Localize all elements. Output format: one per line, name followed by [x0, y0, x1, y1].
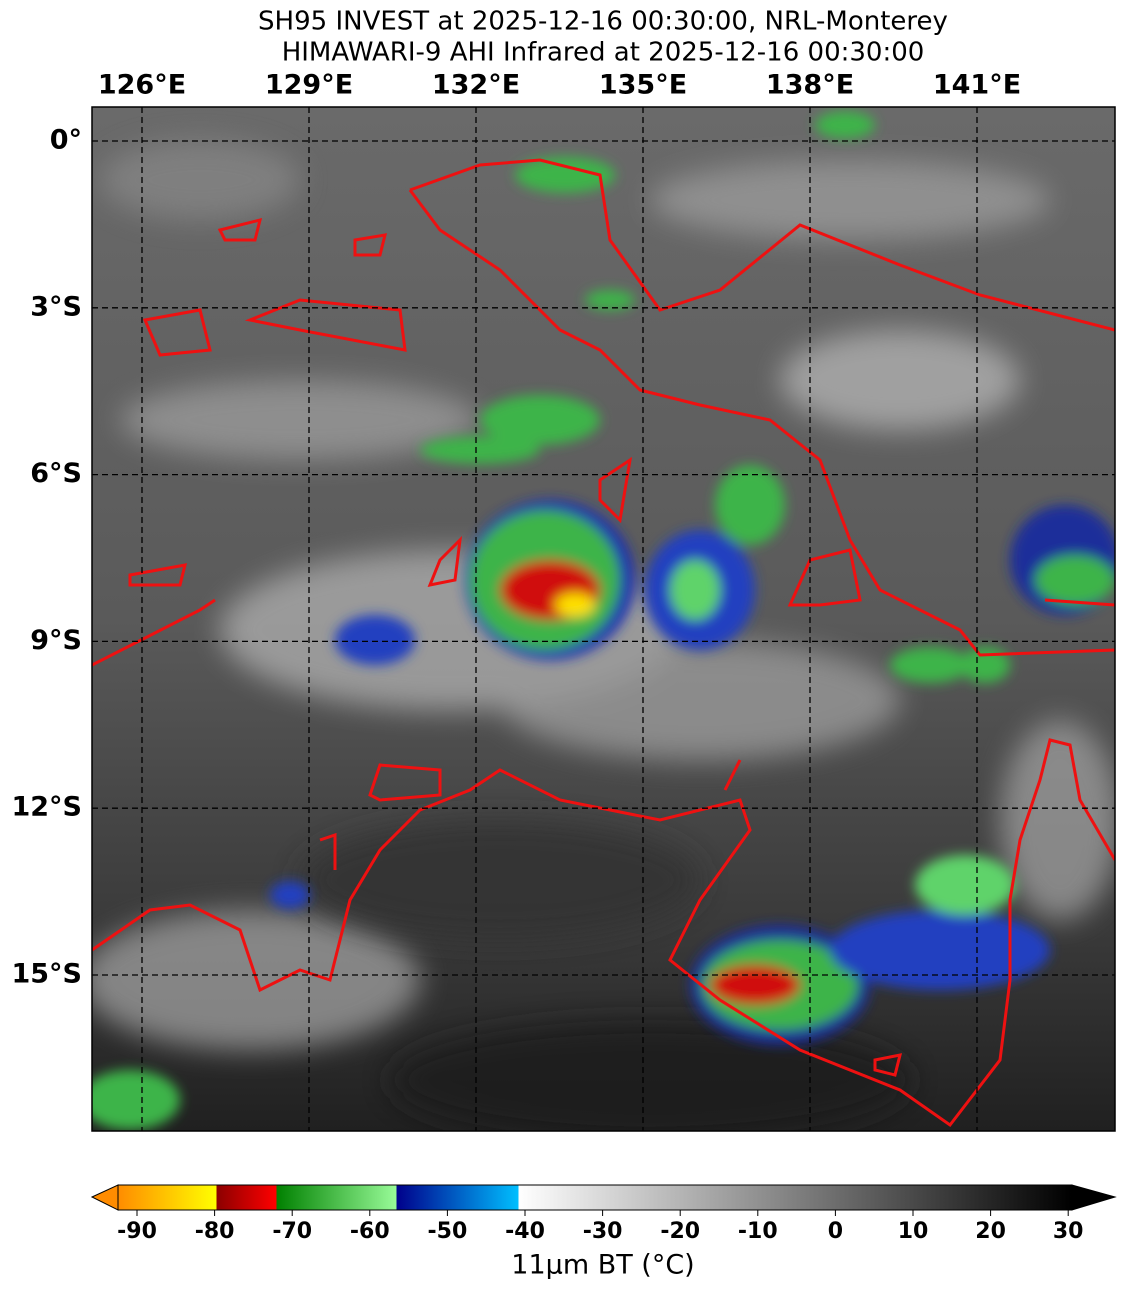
- colorbar-label: 11μm BT (°C): [511, 1250, 694, 1281]
- colorbar-tick-label: -70: [272, 1219, 312, 1244]
- longitude-label: 138°E: [766, 70, 854, 101]
- longitude-label: 132°E: [432, 70, 520, 101]
- latitude-label: 9°S: [30, 625, 82, 656]
- title-line: HIMAWARI-9 AHI Infrared at 2025-12-16 00…: [282, 38, 925, 68]
- colorbar-tick-label: -10: [738, 1219, 778, 1244]
- latitude-label: 0°: [50, 125, 82, 156]
- colorbar: [117, 1184, 1073, 1211]
- coastline: [92, 158, 1115, 1128]
- colorbar-tick-label: 30: [1053, 1219, 1084, 1244]
- colorbar-tick-label: -40: [505, 1219, 545, 1244]
- longitude-label: 141°E: [933, 70, 1021, 101]
- colorbar-tick-label: 10: [898, 1219, 929, 1244]
- map-frame: [91, 106, 1116, 1132]
- colorbar-extend-low: [90, 1184, 119, 1211]
- colorbar-tick-label: 0: [828, 1219, 843, 1244]
- title-line: SH95 INVEST at 2025-12-16 00:30:00, NRL-…: [258, 7, 948, 37]
- colorbar-tick-label: -80: [195, 1219, 235, 1244]
- colorbar-tick-label: -20: [660, 1219, 700, 1244]
- longitude-label: 135°E: [599, 70, 687, 101]
- longitude-label: 129°E: [265, 70, 353, 101]
- satellite-image: [92, 107, 1115, 1131]
- latitude-label: 3°S: [30, 291, 82, 322]
- colorbar-tick-label: -60: [350, 1219, 390, 1244]
- latitude-label: 12°S: [11, 792, 82, 823]
- longitude-label: 126°E: [98, 70, 186, 101]
- colorbar-tick-label: -50: [428, 1219, 468, 1244]
- colorbar-tick-label: -30: [583, 1219, 623, 1244]
- latitude-label: 6°S: [30, 458, 82, 489]
- colorbar-tick-label: -90: [117, 1219, 157, 1244]
- latitude-label: 15°S: [11, 959, 82, 990]
- graticule: [92, 107, 1115, 1131]
- colorbar-tick-label: 20: [975, 1219, 1006, 1244]
- colorbar-extend-high: [1071, 1184, 1117, 1211]
